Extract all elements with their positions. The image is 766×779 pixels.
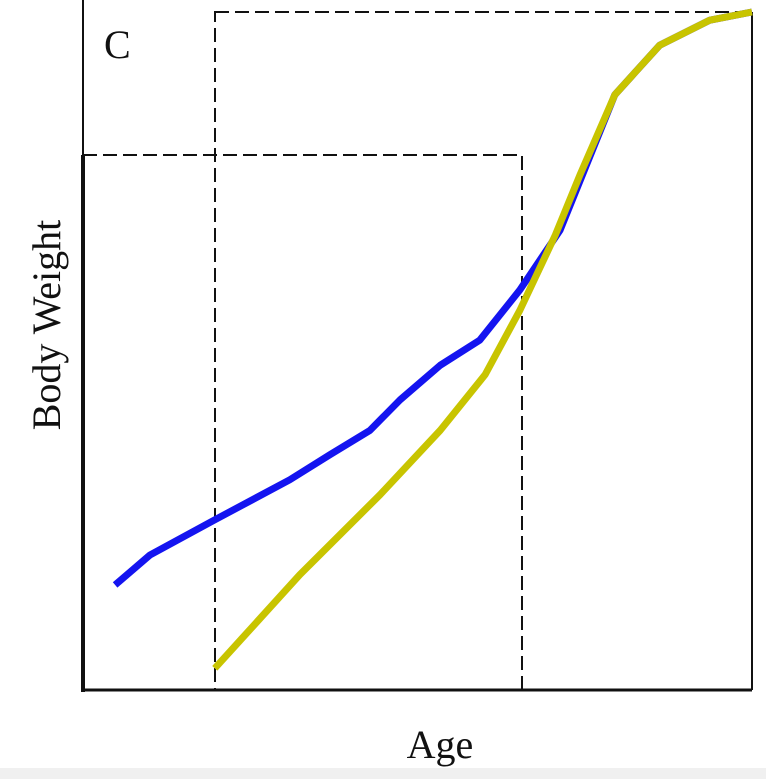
guide-box xyxy=(82,154,523,691)
guide-boxes xyxy=(82,11,753,691)
panel-label: C xyxy=(104,22,131,67)
y-axis-label: Body Weight xyxy=(24,220,69,431)
data-line xyxy=(112,8,753,588)
x-axis-label: Age xyxy=(407,722,474,767)
guide-box xyxy=(214,11,753,691)
footer-strip xyxy=(0,768,766,779)
data-line xyxy=(212,8,753,671)
